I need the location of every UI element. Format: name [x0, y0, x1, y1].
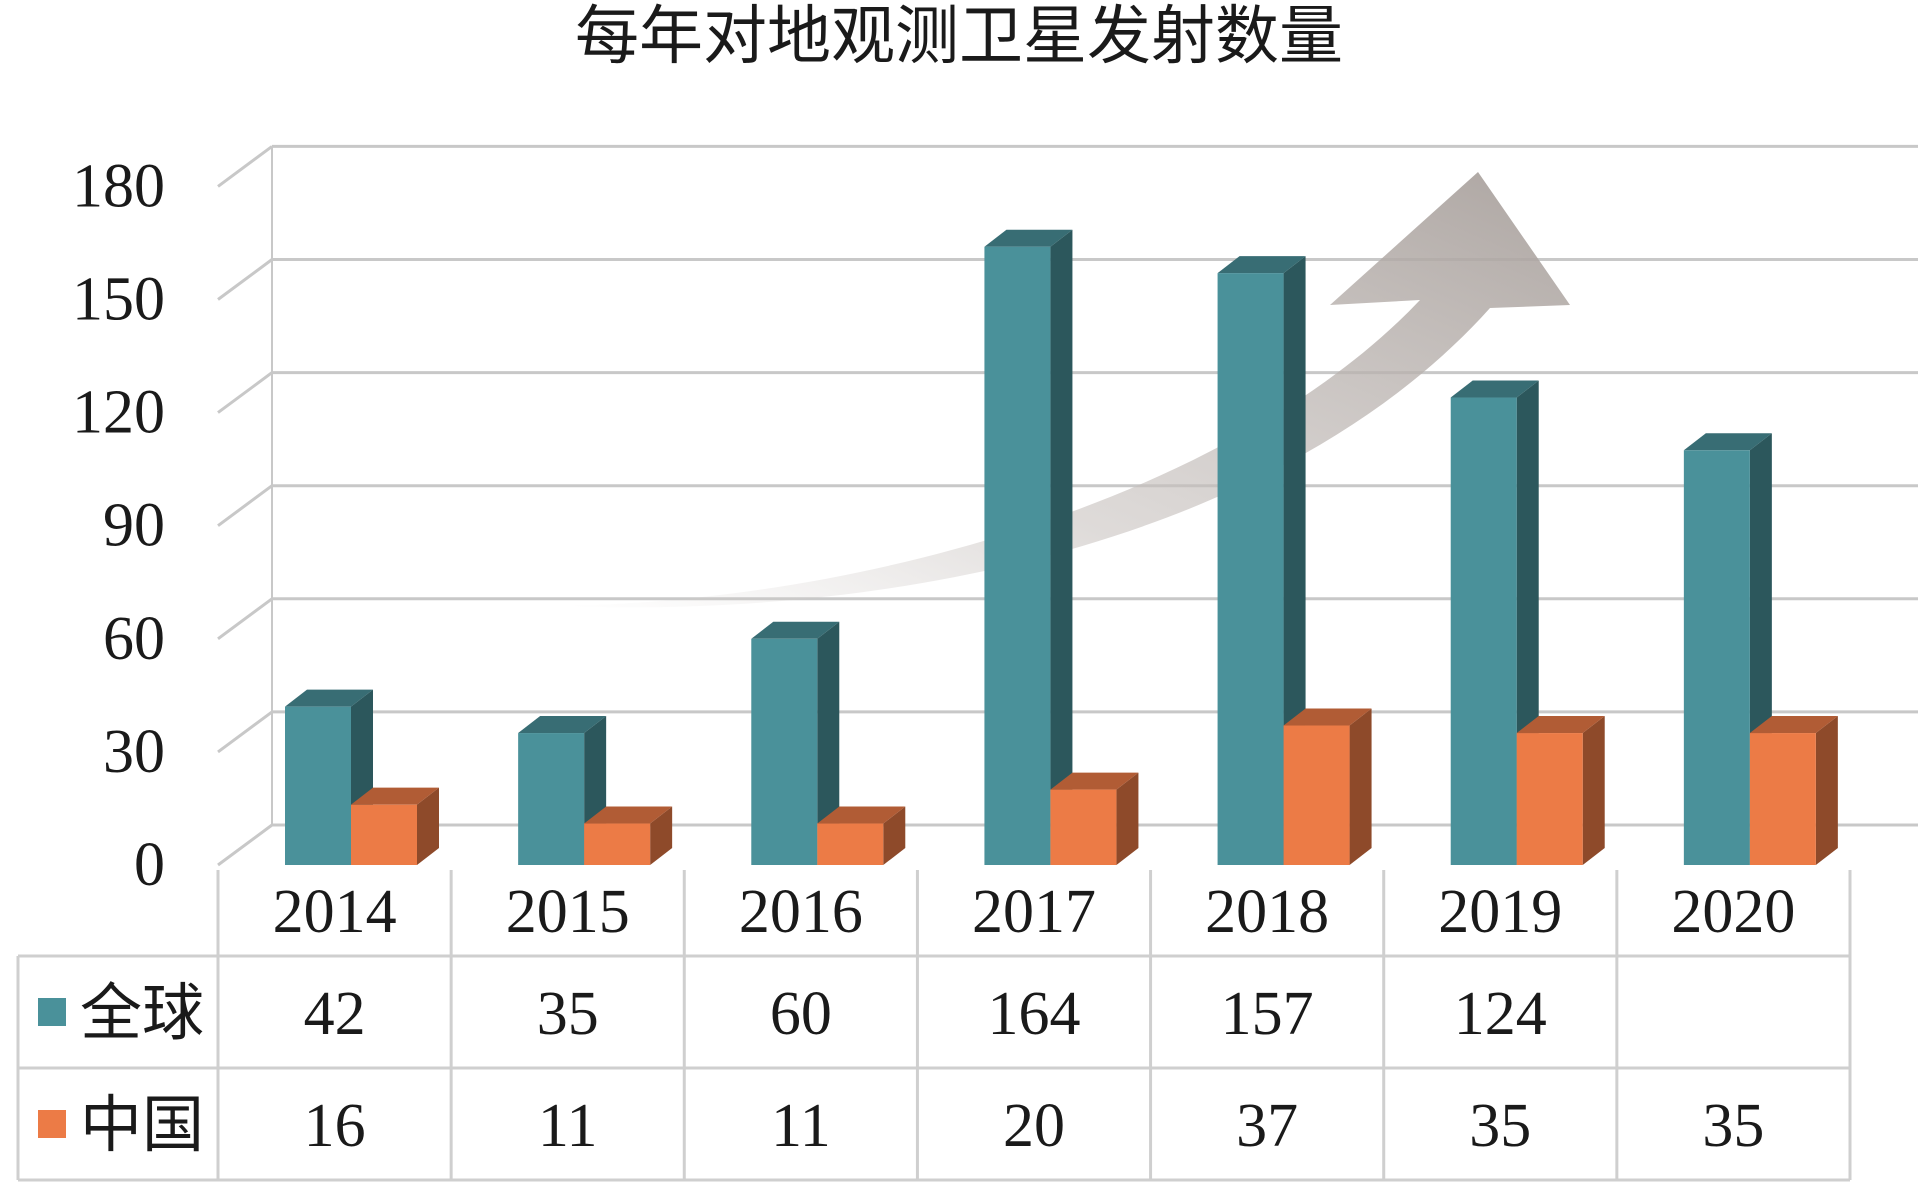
bar-top [1050, 772, 1139, 790]
data-label: 16 [304, 1092, 366, 1160]
data-label: 37 [1236, 1092, 1298, 1160]
data-label: 164 [988, 980, 1081, 1048]
bar-front [351, 804, 417, 865]
bar-side [817, 621, 840, 865]
data-label: 157 [1221, 980, 1314, 1048]
data-label: 20 [1003, 1092, 1065, 1160]
gridline-slant [217, 710, 273, 754]
bar-top [518, 716, 607, 734]
chart-title: 每年对地观测卫星发射数量 [575, 1, 1343, 72]
bar-front [1050, 789, 1117, 865]
gridline-slant [217, 371, 273, 414]
bar-全球-2020 [1683, 433, 1772, 865]
bar-top [1749, 716, 1838, 734]
bar-side [1349, 708, 1372, 865]
legend-swatch [38, 1110, 66, 1138]
bar-side [883, 806, 906, 865]
bar-全球-2017 [984, 229, 1073, 866]
legend-label: 全球 [80, 976, 204, 1049]
bar-top [285, 689, 373, 707]
bar-side [417, 787, 439, 865]
bar-top [1516, 716, 1605, 734]
bar-front [984, 246, 1051, 866]
bar-front [817, 823, 884, 865]
y-axis: 0 30 60 90 120 150 180 [72, 152, 165, 899]
bar-中国-2016 [817, 806, 906, 865]
y-tick-label: 120 [72, 379, 165, 447]
gridline-slant [217, 823, 273, 867]
bar-top [1450, 380, 1539, 398]
bar-side [1582, 716, 1605, 865]
bar-top [351, 787, 439, 805]
data-label: 35 [1469, 1092, 1531, 1160]
bar-front [285, 706, 351, 865]
bar-side [650, 806, 673, 865]
gridline-slant [217, 145, 273, 188]
bar-中国-2018 [1283, 708, 1372, 865]
gridline-slant [217, 597, 273, 641]
bar-front [1749, 733, 1816, 865]
data-label: 35 [1702, 1092, 1764, 1160]
bar-中国-2020 [1749, 716, 1838, 865]
data-label: 124 [1454, 980, 1547, 1048]
gridline-slant [217, 258, 273, 301]
y-tick-label: 60 [103, 605, 165, 673]
y-tick-label: 150 [72, 266, 165, 334]
bar-全球-2018 [1217, 256, 1306, 865]
y-tick-label: 90 [103, 492, 165, 560]
bar-front [1283, 725, 1350, 865]
bar-中国-2015 [584, 806, 673, 865]
bar-front [1217, 273, 1284, 865]
x-tick-label: 2014 [273, 878, 397, 946]
data-label: 42 [304, 980, 366, 1048]
bars [285, 229, 1838, 866]
bar-front [1683, 450, 1750, 865]
bar-top [1683, 433, 1772, 451]
bar-front [751, 638, 818, 865]
gridline-slant [217, 484, 273, 527]
bar-front [1516, 733, 1583, 865]
data-label: 11 [771, 1092, 831, 1160]
bar-side [1050, 229, 1073, 866]
y-tick-label: 30 [103, 718, 165, 786]
bar-全球-2016 [751, 621, 840, 865]
x-tick-label: 2016 [739, 878, 863, 946]
bar-top [984, 229, 1073, 247]
bar-top [1283, 708, 1372, 726]
data-label: 11 [538, 1092, 598, 1160]
bar-side [1116, 772, 1139, 865]
x-tick-label: 2017 [972, 878, 1096, 946]
y-tick-label: 0 [134, 831, 165, 899]
bar-top [817, 806, 906, 824]
y-tick-label: 180 [72, 152, 165, 220]
data-label: 35 [537, 980, 599, 1048]
bar-top [751, 621, 840, 639]
bar-top [584, 806, 673, 824]
bar-side [1815, 716, 1838, 865]
x-tick-label: 2015 [506, 878, 630, 946]
bar-front [518, 733, 585, 865]
bar-top [1217, 256, 1306, 274]
bar-中国-2014 [351, 787, 439, 865]
x-tick-label: 2020 [1671, 878, 1795, 946]
x-tick-label: 2019 [1438, 878, 1562, 946]
bar-中国-2019 [1516, 716, 1605, 865]
legend-swatch [38, 998, 66, 1026]
data-label: 60 [770, 980, 832, 1048]
bar-front [584, 823, 651, 865]
x-tick-label: 2018 [1205, 878, 1329, 946]
legend-label: 中国 [80, 1088, 204, 1161]
bar-front [1450, 397, 1517, 865]
bar-中国-2017 [1050, 772, 1139, 865]
